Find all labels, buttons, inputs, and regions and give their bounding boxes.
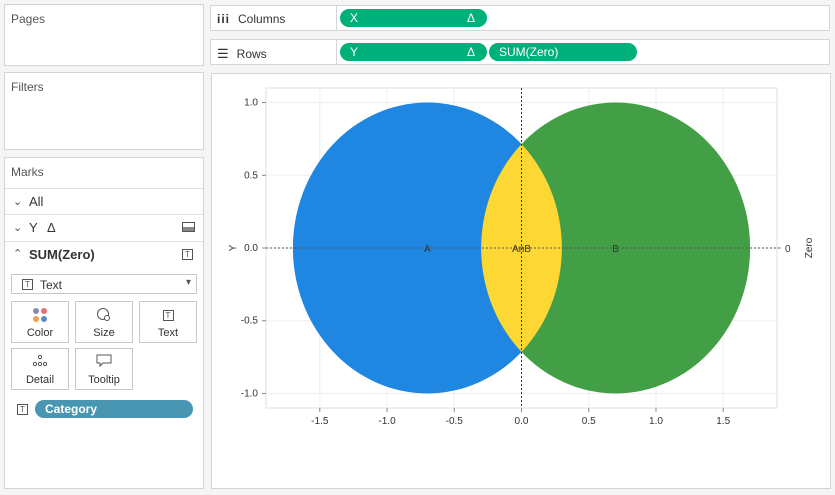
x-tick-label: -1.5 [311,416,329,427]
rows-label: Rows [236,47,267,61]
pages-title: Pages [11,12,46,26]
x-tick-label: -0.5 [446,416,464,427]
text-icon: T [140,307,196,321]
chevron-down-icon: ⌄ [13,222,23,234]
rows-shelf-label-wrap: ☰ Rows [217,46,267,62]
mark-type-shape-icon [182,222,195,232]
pill-label: X [350,11,359,25]
marks-sumzero-row[interactable]: ⌃ SUM(Zero) T [5,241,203,267]
mark-type-dropdown[interactable]: T Text ▾ [11,274,197,294]
color-icon [12,307,68,326]
rows-pill-y[interactable]: Y Δ [340,43,487,61]
y-tick-label: 1.0 [244,98,258,109]
text-encoding-icon: T [17,404,28,415]
columns-shelf[interactable]: iii Columns X Δ [210,5,830,31]
chevron-up-icon: ⌃ [13,248,23,260]
columns-icon: iii [217,12,231,26]
chart-panel: A B AnB -1.5 -1.0 -0.5 0.0 0.5 1.0 1.5 1.0 0.5 0.0 -0… [211,73,831,489]
size-card[interactable]: Size [75,301,133,343]
y-tick-label: -1.0 [241,388,259,399]
delta-icon: Δ [466,45,475,59]
y2-axis-title: Zero [804,237,815,258]
shelf-divider [336,6,337,30]
size-icon [76,307,132,326]
mark-type-value: Text [40,278,63,292]
color-label: Color [26,327,54,339]
tooltip-icon [76,354,132,371]
detail-card[interactable]: Detail [11,348,69,390]
y-tick-label: 0.5 [244,170,258,181]
dropdown-arrow-icon: ▾ [185,277,191,288]
delta-icon: Δ [466,11,475,25]
marks-y-label: Y [29,220,38,235]
region-label: AnB [512,244,531,255]
columns-pill-x[interactable]: X Δ [340,9,487,27]
x-tick-label: 0.5 [582,416,596,427]
region-label: A [424,244,431,255]
delta-icon: Δ [47,220,56,235]
size-label: Size [93,327,115,339]
y2-tick-label: 0 [785,244,791,255]
region-label: B [612,244,619,255]
category-pill-label: Category [45,402,98,416]
category-pill[interactable]: Category [35,400,193,418]
rows-pill-sumzero[interactable]: SUM(Zero) [489,43,637,61]
pill-label: SUM(Zero) [499,45,559,59]
marks-panel: Marks ⌄ All ⌄ Y Δ ⌃ SUM(Zero) T T Text ▾… [4,157,204,489]
x-tick-label: 1.0 [649,416,663,427]
marks-all-row[interactable]: ⌄ All [5,188,203,214]
marks-all-label: All [29,194,44,209]
filters-title: Filters [11,80,44,94]
marks-sumzero-label: SUM(Zero) [29,247,95,262]
y-axis-title: Y [228,244,239,251]
pill-label: Y [350,45,359,59]
rows-shelf[interactable]: ☰ Rows Y Δ SUM(Zero) [210,39,830,65]
columns-shelf-label-wrap: iii Columns [217,12,285,26]
shelf-divider [336,40,337,64]
marks-title: Marks [11,165,44,179]
y-tick-label: 0.0 [244,243,258,254]
columns-label: Columns [238,12,286,26]
chart-svg: A B AnB -1.5 -1.0 -0.5 0.0 0.5 1.0 1.5 1.0 0.5 0.0 -0… [228,87,815,427]
detail-label: Detail [25,374,55,386]
marks-y-row[interactable]: ⌄ Y Δ [5,214,203,240]
x-tick-label: 0.0 [515,416,529,427]
x-tick-label: 1.5 [716,416,730,427]
tooltip-label: Tooltip [88,374,120,386]
filters-panel[interactable]: Filters [4,72,204,150]
tooltip-card[interactable]: Tooltip [75,348,133,390]
text-card[interactable]: T Text [139,301,197,343]
rows-icon: ☰ [217,46,229,61]
pages-panel: Pages [4,4,204,66]
color-card[interactable]: Color [11,301,69,343]
text-mark-icon: T [182,249,193,260]
detail-icon [12,354,68,371]
text-label: Text [157,327,179,339]
chevron-down-icon: ⌄ [13,196,23,208]
x-tick-label: -1.0 [378,416,396,427]
text-mark-icon: T [22,279,33,290]
y-tick-label: -0.5 [241,316,259,327]
